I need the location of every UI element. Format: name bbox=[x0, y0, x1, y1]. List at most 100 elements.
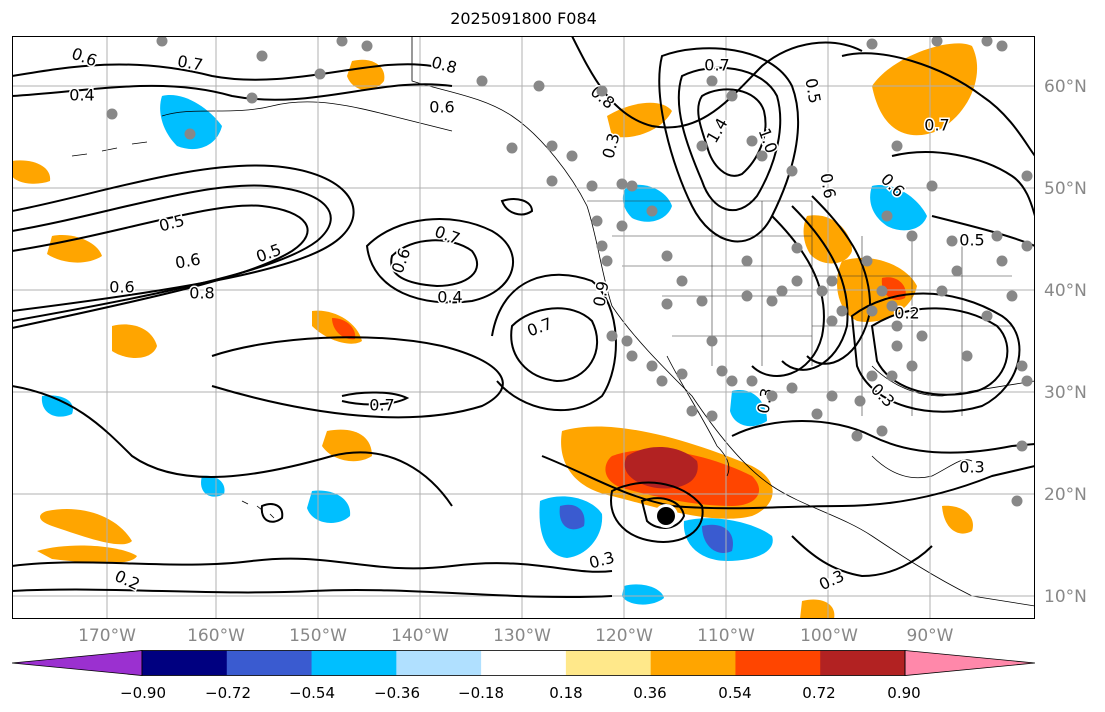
station-dot bbox=[741, 255, 753, 267]
station-dot bbox=[1011, 495, 1023, 507]
contour-line bbox=[891, 151, 1035, 217]
colorbar-tick-label: −0.90 bbox=[120, 684, 166, 702]
station-dot bbox=[826, 275, 838, 287]
station-dot bbox=[816, 285, 828, 297]
station-dot bbox=[891, 140, 903, 152]
contour-line bbox=[12, 204, 309, 329]
contour-label: 0.6 bbox=[429, 98, 454, 117]
station-dot bbox=[836, 305, 848, 317]
colorbar-outline bbox=[141, 650, 906, 676]
shade-orange-small-5 bbox=[800, 599, 835, 619]
station-dot bbox=[906, 360, 918, 372]
lat-label-50n: 50°N bbox=[1044, 179, 1087, 199]
shade-orange-west-1 bbox=[37, 545, 137, 564]
station-dot bbox=[866, 38, 878, 50]
station-dot bbox=[1006, 290, 1018, 302]
colorbar-segment bbox=[396, 650, 482, 676]
station-dot bbox=[876, 285, 888, 297]
shade-orange-ne bbox=[872, 43, 978, 136]
station-dot bbox=[626, 350, 638, 362]
station-dot bbox=[676, 368, 688, 380]
shade-orange-small-6 bbox=[942, 505, 973, 534]
colorbar-segment bbox=[311, 650, 397, 676]
lon-label-100w: 100°W bbox=[800, 626, 858, 646]
contour-line bbox=[12, 385, 453, 507]
shade-blue-1-core bbox=[559, 504, 585, 530]
aleutians bbox=[71, 141, 148, 157]
contour-label: 0.5 bbox=[801, 77, 824, 105]
colorbar-tick-label: 0.90 bbox=[887, 684, 921, 702]
coastlines bbox=[71, 36, 1035, 607]
station-dot bbox=[361, 40, 373, 52]
contour-line bbox=[541, 455, 1035, 510]
shade-orange-small-1 bbox=[112, 324, 157, 358]
station-dot bbox=[741, 290, 753, 302]
station-dot bbox=[936, 285, 948, 297]
station-dot bbox=[826, 390, 838, 402]
lon-label-90w: 90°W bbox=[906, 626, 954, 646]
station-dot bbox=[596, 240, 608, 252]
station-dot bbox=[686, 405, 698, 417]
contour-line bbox=[12, 63, 433, 81]
contour-line bbox=[365, 218, 515, 304]
shade-blue-small-5 bbox=[622, 584, 664, 605]
contour-line bbox=[510, 307, 598, 383]
station-dot bbox=[886, 370, 898, 382]
station-dot bbox=[746, 375, 758, 387]
colorbar-tick-label: −0.54 bbox=[289, 684, 335, 702]
shade-darkred bbox=[624, 446, 698, 489]
state-borders bbox=[587, 200, 1012, 416]
contour-line bbox=[12, 557, 613, 573]
contour-line bbox=[12, 588, 613, 599]
station-dot bbox=[256, 50, 268, 62]
station-dot bbox=[866, 370, 878, 382]
lat-label-60n: 60°N bbox=[1044, 77, 1087, 97]
station-dot bbox=[876, 425, 888, 437]
colorbar-tick-label: −0.36 bbox=[374, 684, 420, 702]
station-dot bbox=[854, 395, 866, 407]
colorbar-over-triangle bbox=[904, 650, 1035, 676]
north-america-coast bbox=[411, 36, 1035, 607]
contour-label: 0.6 bbox=[816, 172, 839, 200]
contour-line bbox=[781, 205, 849, 371]
station-dot bbox=[1021, 170, 1033, 182]
shade-blue-small-3 bbox=[41, 395, 73, 417]
contour-line bbox=[211, 336, 504, 419]
contour-label: 0.2 bbox=[894, 304, 919, 323]
station-dot bbox=[891, 340, 903, 352]
station-dot bbox=[791, 242, 803, 254]
colorbar-tick-label: 0.72 bbox=[802, 684, 836, 702]
station-dot bbox=[981, 310, 993, 322]
station-dot bbox=[336, 36, 348, 47]
colorbar-segment bbox=[565, 650, 652, 676]
station-dot bbox=[656, 375, 668, 387]
station-dot bbox=[676, 275, 688, 287]
station-dot bbox=[1021, 375, 1033, 387]
station-dot bbox=[314, 68, 326, 80]
map-title: 2025091800 F084 bbox=[450, 9, 597, 28]
contour-line bbox=[870, 307, 1009, 396]
station-dot bbox=[726, 375, 738, 387]
station-dot bbox=[996, 255, 1008, 267]
shade-blue-small-2 bbox=[201, 475, 225, 497]
station-dot bbox=[891, 320, 903, 332]
station-dot bbox=[246, 92, 258, 104]
contour-line bbox=[697, 88, 767, 177]
station-dot bbox=[661, 298, 673, 310]
station-dot bbox=[991, 230, 1003, 242]
station-dot bbox=[756, 150, 768, 162]
station-dot bbox=[184, 128, 196, 140]
station-dot bbox=[646, 205, 658, 217]
lat-label-40n: 40°N bbox=[1044, 281, 1087, 301]
station-dot bbox=[546, 175, 558, 187]
contour-line bbox=[791, 535, 933, 578]
station-dot bbox=[606, 330, 618, 342]
contour-line bbox=[610, 481, 704, 543]
colorbar-tick-label: 0.18 bbox=[549, 684, 583, 702]
station-dot bbox=[716, 365, 728, 377]
yucatan-coast bbox=[871, 455, 973, 479]
lon-label-160w: 160°W bbox=[187, 626, 245, 646]
station-dot bbox=[616, 220, 628, 232]
contour-line bbox=[341, 391, 410, 406]
station-dot bbox=[786, 382, 798, 394]
